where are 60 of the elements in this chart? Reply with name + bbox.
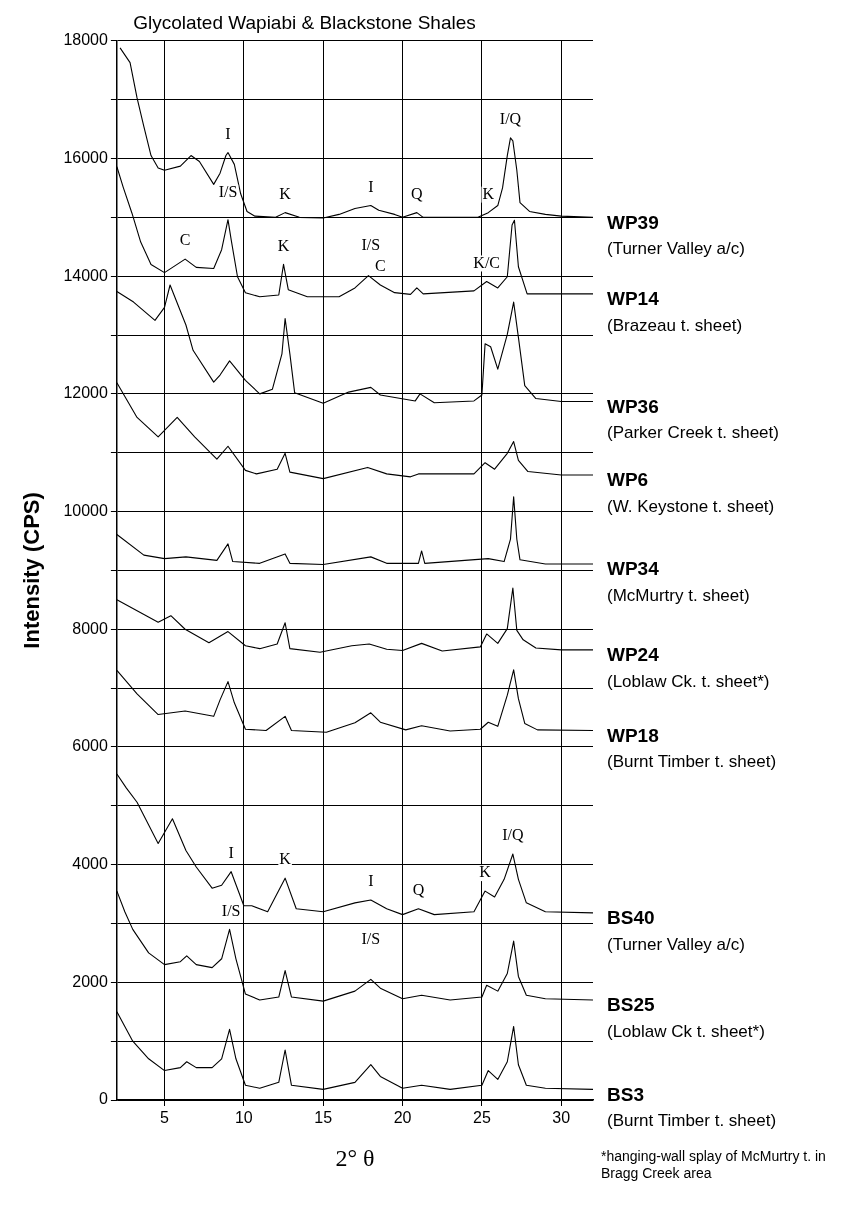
y-axis-title: Intensity (CPS) [19, 492, 45, 649]
annotation: I/S [221, 901, 241, 919]
y-tick-label: 8000 [72, 619, 108, 637]
y-tick-label: 12000 [63, 384, 108, 402]
annotation: (Burnt Timber t. sheet) [607, 1111, 777, 1131]
annotation: K/C [473, 253, 501, 271]
annotation: Q [411, 184, 424, 202]
series-label: WP36 [607, 395, 659, 417]
series-label: BS40 [607, 907, 655, 929]
annotation: I [368, 872, 374, 890]
series-label: WP34 [607, 558, 660, 580]
annotation: (McMurtry t. sheet) [607, 585, 750, 605]
y-tick-label: 6000 [72, 737, 108, 755]
annotation: (W. Keystone t. sheet) [607, 496, 775, 516]
series-label: WP39 [607, 211, 659, 233]
y-tick-label: 0 [98, 1090, 108, 1108]
annotation: (Loblaw Ck t. sheet*) [607, 1021, 765, 1041]
annotation: (Loblaw Ck. t. sheet*) [607, 671, 770, 691]
y-tick-label: 16000 [63, 148, 108, 166]
annotation: (Turner Valley a/c) [607, 934, 745, 954]
annotation: (Parker Creek t. sheet) [607, 423, 779, 443]
y-tick-label: 10000 [63, 501, 108, 519]
series-label: WP18 [607, 724, 659, 746]
annotation: C [375, 257, 386, 275]
annotation: I [368, 177, 374, 195]
annotation: K [482, 184, 495, 202]
x-tick-label: 20 [393, 1109, 412, 1127]
annotation: (Turner Valley a/c) [607, 239, 745, 259]
y-tick-label: 14000 [63, 266, 108, 284]
x-tick-label: 25 [473, 1109, 491, 1127]
annotation: (Burnt Timber t. sheet) [607, 752, 777, 772]
chart-title: Glycolated Wapiabi & Blackstone Shales [133, 11, 476, 33]
annotation: I [225, 124, 231, 142]
annotation: Q [412, 880, 425, 898]
annotation: C [179, 231, 191, 249]
series-label: BS25 [607, 994, 655, 1016]
annotation: K [479, 863, 492, 881]
y-tick-label: 4000 [72, 855, 108, 873]
annotation: (Brazeau t. sheet) [607, 315, 743, 335]
series-label: BS3 [607, 1083, 644, 1105]
text: *hanging-wall splay of McMurtry t. in Bragg Creek area [601, 1147, 826, 1181]
annotation: I/Q [502, 826, 524, 844]
annotation: K [279, 184, 292, 202]
annotation: I/Q [499, 110, 522, 128]
y-tick-label: 18000 [63, 31, 108, 49]
annotation: I/S [361, 235, 381, 253]
x-tick-label: 10 [234, 1109, 253, 1127]
annotation: K [279, 850, 292, 868]
annotation: I/S [361, 930, 381, 948]
series-label: WP14 [607, 288, 660, 310]
x-tick-label: 5 [160, 1109, 170, 1127]
annotation: I [228, 843, 234, 861]
annotation: I/S [218, 182, 238, 200]
series-label: WP24 [607, 644, 660, 666]
x-tick-label: 30 [552, 1109, 571, 1127]
x-axis-title: 2° θ [335, 1144, 375, 1171]
annotation: K [277, 236, 290, 254]
x-tick-label: 15 [314, 1109, 333, 1127]
y-tick-label: 2000 [72, 972, 108, 990]
series-label: WP6 [607, 469, 649, 491]
